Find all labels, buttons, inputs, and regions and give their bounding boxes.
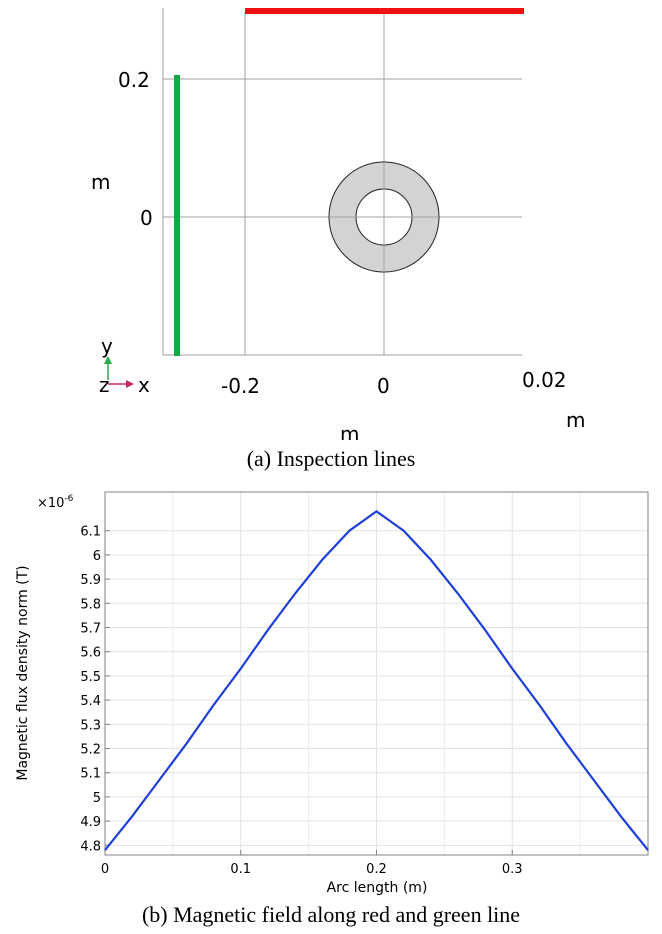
y-multiplier-base: ×10 xyxy=(37,496,64,511)
magnetic-field-chart: 4.8 4.9 5 5.1 5.2 5.3 5.4 5.5 5.6 5.7 5.8 5.9 6 6.1 0 0… xyxy=(15,491,649,896)
x-tick-label: 0 xyxy=(101,862,109,877)
plot-grid xyxy=(104,492,648,855)
y-axis-label: Magnetic flux density norm (T) xyxy=(15,565,31,780)
y-multiplier-exponent: -6 xyxy=(64,494,73,504)
y-tick-label: 5.5 xyxy=(80,670,101,685)
y-tick-label: 5.8 xyxy=(80,597,101,612)
y-tick-0.2: 0.2 xyxy=(118,68,150,92)
caption-panel-a: (a) Inspection lines xyxy=(246,446,416,471)
y-tick-label: 4.8 xyxy=(80,839,101,854)
coordinate-triad: y z x xyxy=(99,334,150,397)
y-tick-label: 5.2 xyxy=(80,743,101,758)
y-tick-label: 6 xyxy=(93,549,101,564)
plot-ticks: 4.8 4.9 5 5.1 5.2 5.3 5.4 5.5 5.6 5.7 5.8 5.9 6 6.1 0 0… xyxy=(80,525,522,877)
triad-y-label: y xyxy=(101,334,113,358)
x-axis-unit: m xyxy=(566,408,585,432)
y-tick-label: 4.9 xyxy=(80,815,101,830)
triad-x-label: x xyxy=(138,373,150,397)
y-tick-0: 0 xyxy=(140,206,153,230)
y-tick-label: 6.1 xyxy=(80,525,101,540)
triad-z-label: z xyxy=(99,373,110,397)
x-axis-unit-clipped: m xyxy=(340,422,359,440)
series-line xyxy=(104,510,649,851)
x-tick-neg0.2: -0.2 xyxy=(221,374,260,398)
y-tick-label: 5.4 xyxy=(80,694,101,709)
y-tick-label: 5.9 xyxy=(80,573,101,588)
x-tick-0: 0 xyxy=(377,374,390,398)
x-tick-label: 0.3 xyxy=(502,862,523,877)
y-axis-unit: m xyxy=(91,170,110,194)
triad-y-arrowhead xyxy=(104,356,112,364)
y-multiplier: ×10-6 xyxy=(37,494,74,511)
y-tick-label: 5.3 xyxy=(80,718,101,733)
inspection-lines-figure: 0.2 0 m -0.2 0 0.02 m m y z x xyxy=(91,8,585,440)
x-tick-label: 0.1 xyxy=(230,862,251,877)
caption-panel-b: (b) Magnetic field along red and green l… xyxy=(141,902,521,927)
y-tick-label: 5.6 xyxy=(80,646,101,661)
y-tick-label: 5 xyxy=(93,791,101,806)
x-tick-0.02: 0.02 xyxy=(522,368,567,392)
x-tick-label: 0.2 xyxy=(366,862,387,877)
y-tick-label: 5.7 xyxy=(80,622,101,637)
x-axis-label: Arc length (m) xyxy=(327,880,428,896)
triad-x-arrowhead xyxy=(126,380,134,388)
y-tick-label: 5.1 xyxy=(80,767,101,782)
